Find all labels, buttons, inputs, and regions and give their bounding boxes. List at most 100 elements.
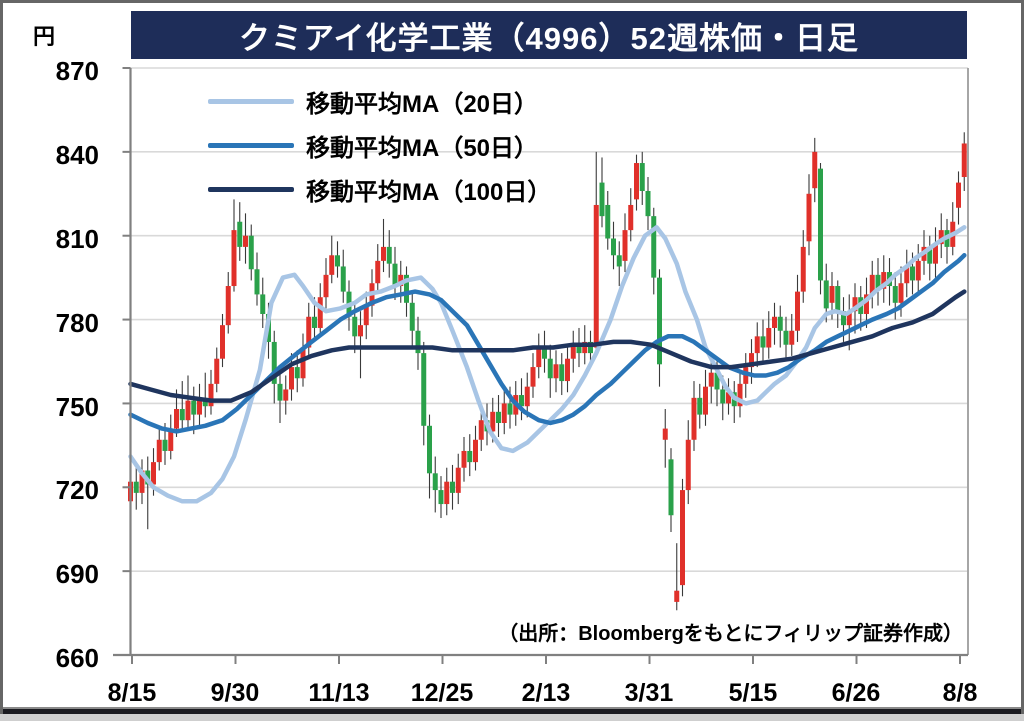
up-candle	[754, 336, 760, 354]
down-candle	[720, 389, 726, 404]
legend: 移動平均MA（20日） 移動平均MA（50日） 移動平均MA（100日）	[208, 79, 551, 211]
up-candle	[662, 428, 668, 440]
moving-average-line	[128, 225, 967, 504]
down-candle	[271, 341, 277, 384]
down-candle	[421, 353, 427, 426]
window-frame-line	[3, 707, 1021, 709]
ma100-line-sample	[208, 186, 294, 192]
up-candle	[478, 420, 484, 440]
up-candle	[800, 246, 806, 292]
down-candle	[179, 409, 185, 421]
y-axis-tick-label: 810	[55, 224, 99, 254]
down-candle	[392, 263, 398, 287]
down-candle	[260, 294, 266, 314]
down-candle	[386, 246, 392, 264]
down-candle	[248, 235, 254, 270]
up-candle	[938, 230, 944, 245]
up-candle	[881, 272, 887, 289]
down-candle	[910, 266, 915, 281]
x-axis-tick-label: 8/15	[107, 679, 157, 707]
down-candle	[611, 238, 616, 256]
down-candle	[875, 274, 881, 289]
up-candle	[231, 230, 237, 287]
legend-item-label: 移動平均MA（50日）	[306, 134, 539, 162]
up-candle	[530, 367, 536, 387]
up-candle	[737, 383, 743, 407]
down-candle	[432, 473, 438, 491]
up-candle	[680, 490, 685, 586]
up-candle	[898, 283, 904, 303]
up-candle	[915, 260, 921, 281]
up-candle	[306, 316, 312, 348]
up-candle	[220, 325, 225, 359]
up-candle	[766, 327, 772, 348]
up-candle	[593, 204, 599, 348]
up-candle	[398, 274, 404, 287]
down-candle	[588, 341, 593, 354]
x-axis-tick-label: 9/30	[210, 679, 260, 707]
up-candle	[852, 297, 858, 312]
down-candle	[657, 277, 662, 365]
down-candle	[404, 274, 409, 303]
up-candle	[789, 330, 795, 345]
up-candle	[749, 353, 754, 368]
up-candle	[628, 204, 634, 231]
up-candle	[772, 316, 777, 328]
up-candle	[570, 344, 576, 359]
x-axis-tick-label: 5/15	[728, 679, 778, 707]
down-candle	[576, 344, 582, 354]
down-candle	[277, 383, 283, 401]
x-axis-tick-label: 12/25	[410, 679, 474, 707]
up-candle	[151, 462, 156, 485]
x-axis-tick-label: 3/31	[624, 679, 674, 707]
up-candle	[812, 151, 818, 189]
up-candle	[726, 392, 731, 404]
down-candle	[254, 269, 260, 295]
down-candle	[697, 397, 703, 415]
up-candle	[634, 163, 639, 200]
up-candle	[501, 403, 507, 423]
down-candle	[760, 336, 766, 348]
down-candle	[133, 481, 139, 493]
up-candle	[869, 274, 875, 295]
down-candle	[818, 168, 823, 281]
down-candle	[783, 330, 789, 345]
ma50-line-sample	[208, 142, 294, 148]
down-candle	[415, 330, 421, 354]
up-candle	[156, 439, 162, 463]
up-candle	[864, 294, 869, 314]
y-axis-tick-label: 780	[55, 308, 99, 338]
legend-item-label: 移動平均MA（100日）	[306, 178, 552, 206]
window-frame-bottom	[3, 709, 1021, 714]
up-candle	[444, 481, 450, 505]
y-axis-tick-label: 660	[55, 643, 99, 673]
up-candle	[524, 386, 530, 407]
x-axis-tick-label: 2/13	[521, 679, 571, 707]
up-candle	[329, 255, 335, 275]
moving-average-line	[128, 253, 967, 434]
down-candle	[777, 316, 783, 331]
up-candle	[553, 364, 559, 379]
up-candle	[363, 305, 369, 326]
up-candle	[375, 260, 381, 284]
price-chart-canvas	[113, 67, 969, 664]
up-candle	[829, 286, 835, 303]
up-candle	[703, 386, 708, 415]
up-candle	[358, 325, 363, 337]
down-candle	[714, 372, 720, 390]
legend-item-ma50: 移動平均MA（50日）	[208, 123, 551, 167]
down-candle	[237, 221, 243, 247]
up-candle	[168, 428, 174, 451]
up-candle	[283, 389, 289, 401]
up-candle	[323, 274, 329, 298]
up-candle	[317, 297, 323, 328]
up-candle	[473, 439, 478, 463]
y-axis-tick-label: 720	[55, 475, 99, 505]
down-candle	[605, 204, 611, 239]
up-candle	[685, 439, 691, 491]
up-candle	[214, 358, 220, 384]
up-candle	[933, 244, 938, 264]
down-candle	[312, 316, 317, 328]
chart-title: クミアイ化学工業（4996）52週株価・日足	[239, 20, 859, 56]
